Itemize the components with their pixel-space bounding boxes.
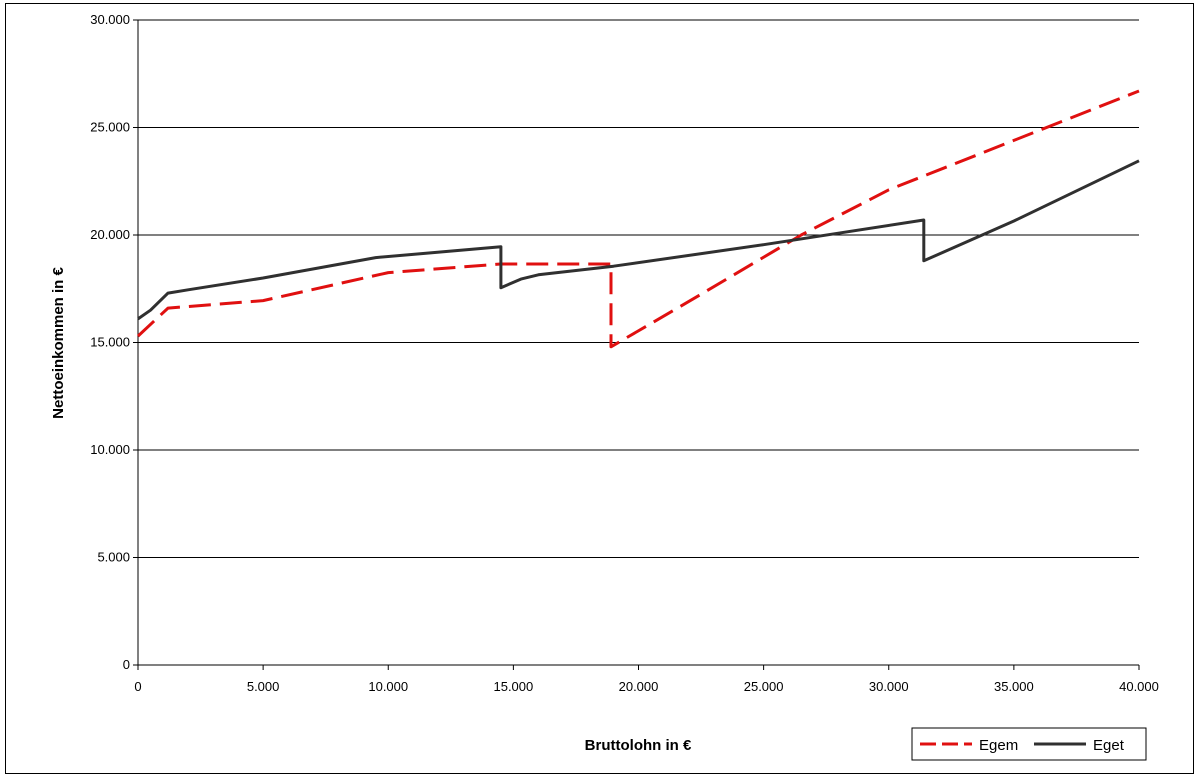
y-tick-label: 0 [123,657,130,672]
x-tick-label: 10.000 [368,679,408,694]
y-tick-label: 25.000 [90,120,130,135]
legend-label-eget: Eget [1093,737,1125,754]
x-tick-label: 20.000 [619,679,659,694]
x-tick-label: 40.000 [1119,679,1159,694]
data-series [136,89,1140,349]
x-tick-label: 5.000 [247,679,280,694]
y-tick-labels: 0 5.000 10.000 15.000 20.000 25.000 30.000 [90,12,130,672]
axes [137,20,1139,666]
y-tick-label: 30.000 [90,12,130,27]
x-axis-title: Bruttolohn in € [585,737,692,754]
x-tick-label: 30.000 [869,679,909,694]
y-tick-label: 5.000 [97,550,130,565]
legend: Egem Eget [911,727,1147,761]
series-line-eget [137,159,1140,321]
gridlines [133,19,1140,670]
y-tick-label: 10.000 [90,442,130,457]
y-tick-label: 20.000 [90,227,130,242]
y-tick-label: 15.000 [90,335,130,350]
x-tick-label: 0 [134,679,141,694]
x-tick-label: 15.000 [493,679,533,694]
y-axis-title: Nettoeinkommen in € [50,267,67,419]
legend-label-egem: Egem [979,737,1018,754]
x-tick-label: 25.000 [744,679,784,694]
series-line-egem [136,89,1140,349]
x-tick-labels: 0 5.000 10.000 15.000 20.000 25.000 30.000 35.0… [134,679,1159,694]
chart-frame [5,3,1194,774]
x-tick-label: 35.000 [994,679,1034,694]
